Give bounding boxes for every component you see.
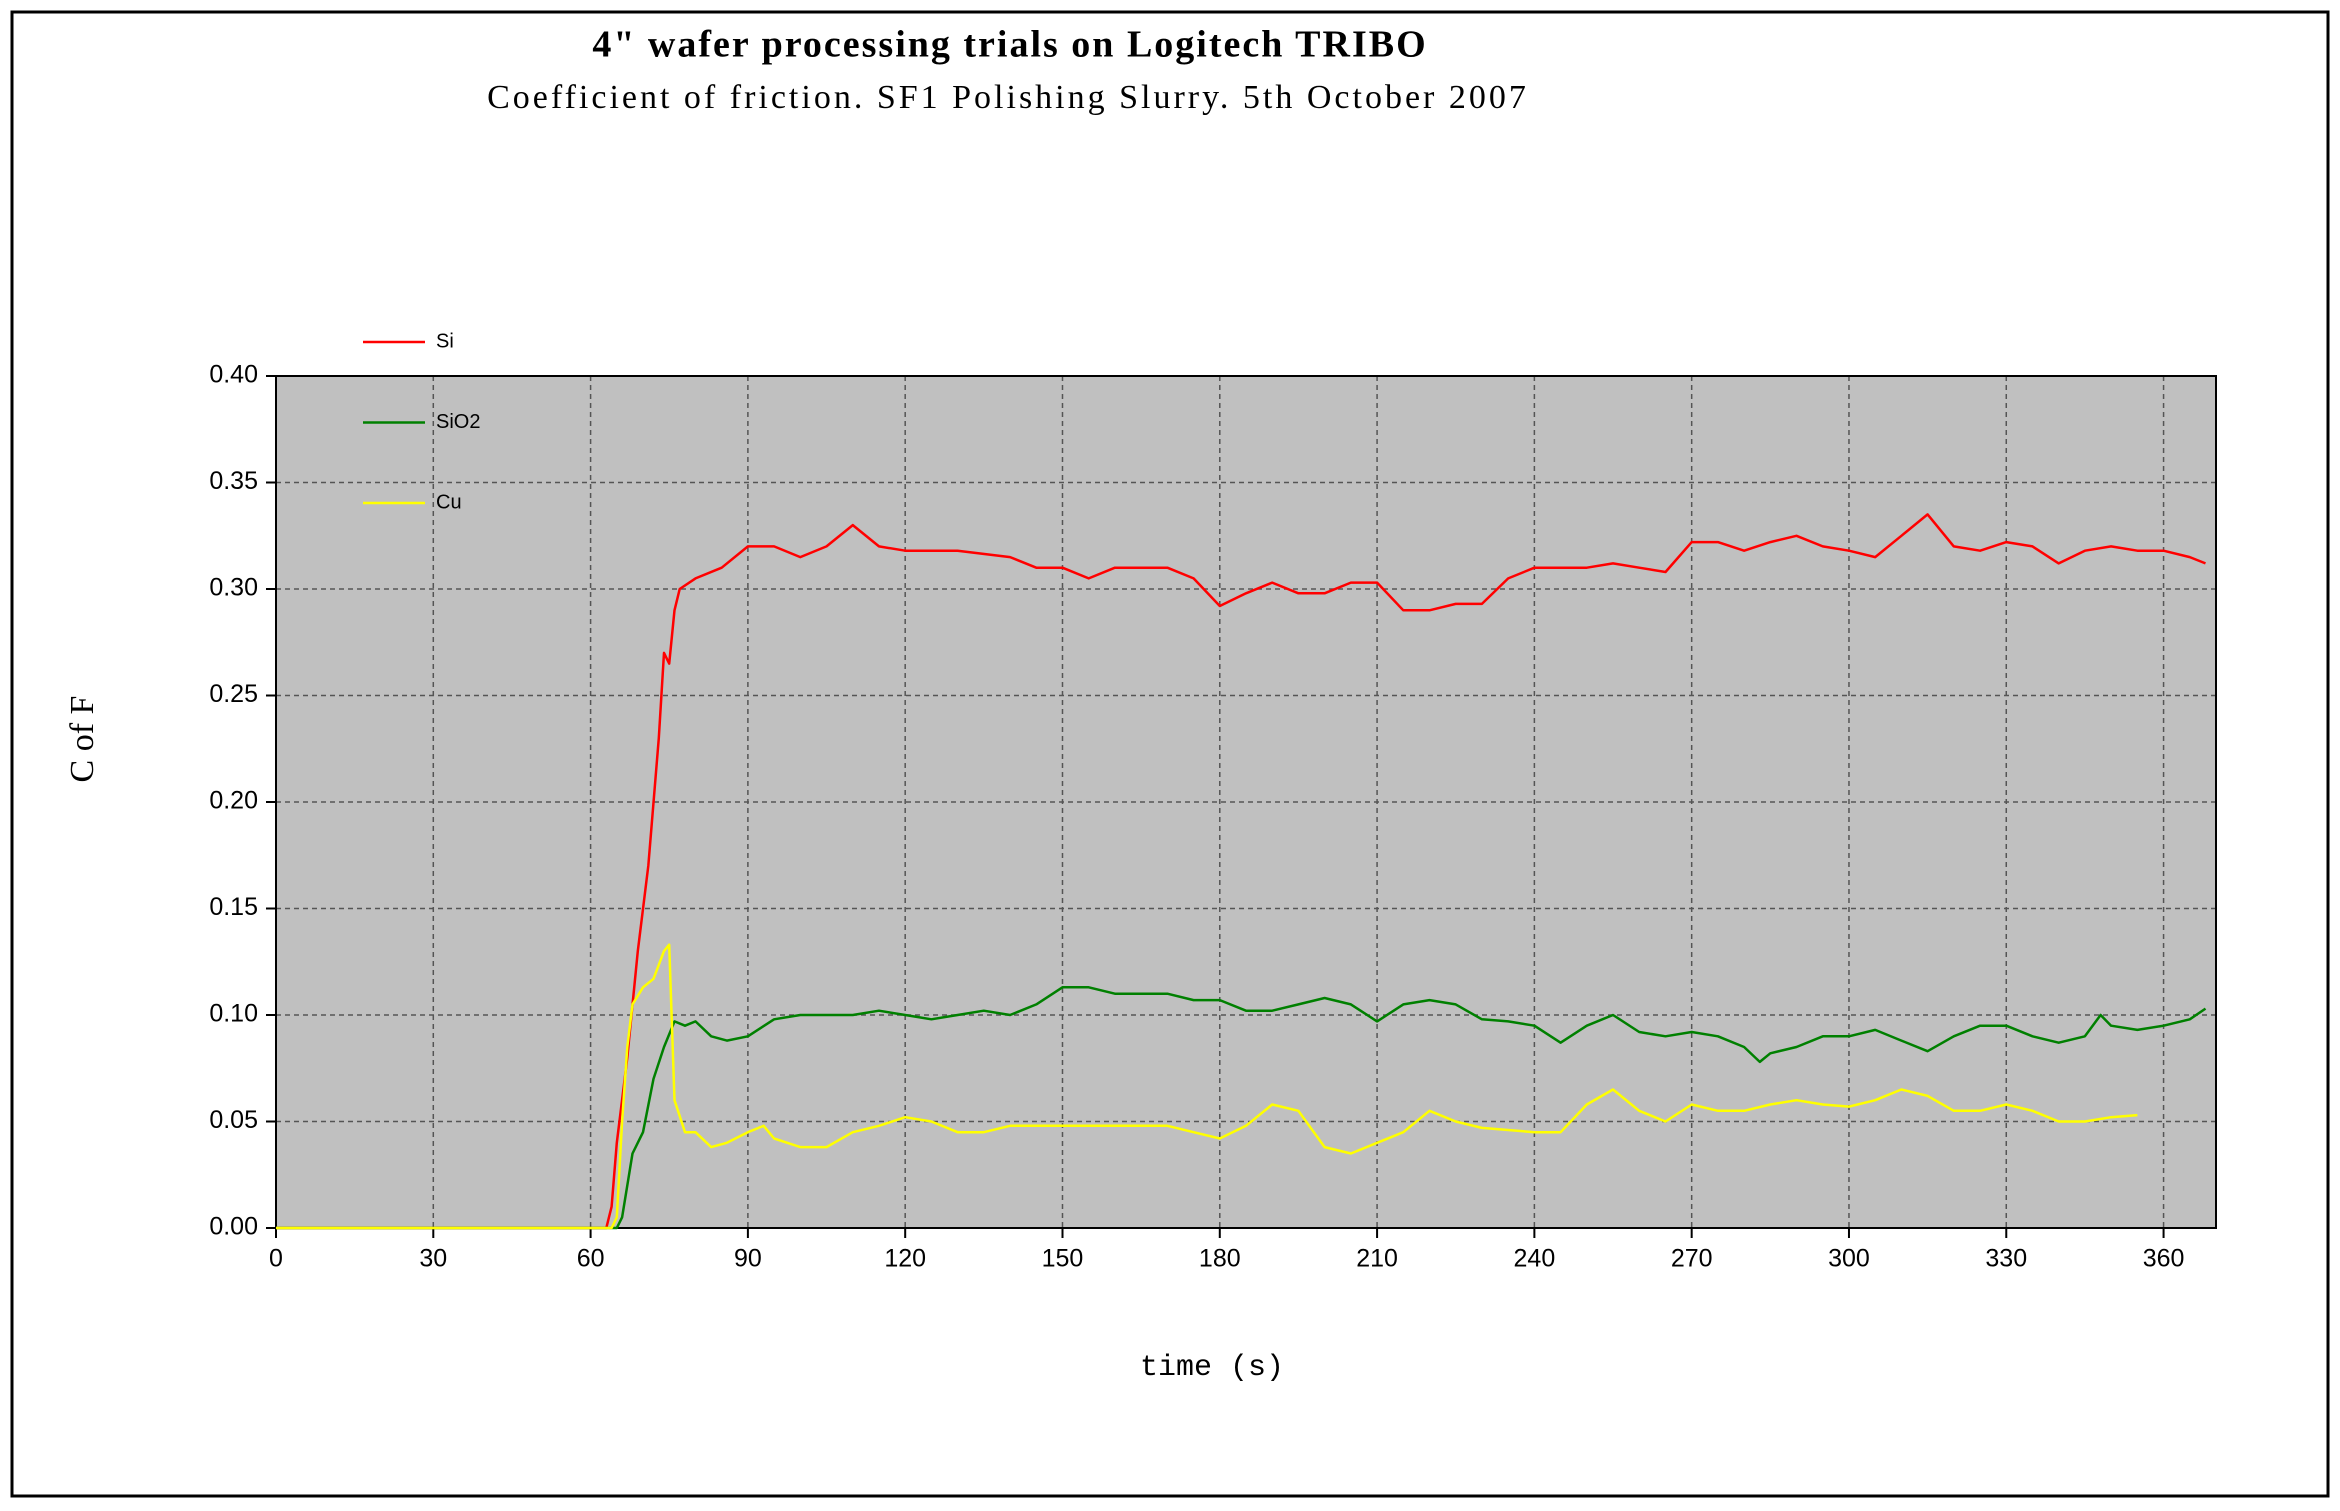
y-tick-label: 0.00 [209,1213,258,1241]
plot-border [275,375,2217,1229]
y-tick-label: 0.25 [209,680,258,708]
x-tick-label: 300 [1828,1245,1870,1273]
x-tick-label: 180 [1199,1245,1241,1273]
y-axis-label: C of F [64,696,101,783]
x-axis-label: time (s) [1140,1351,1284,1385]
x-tick-label: 360 [2143,1245,2185,1273]
data-line [276,943,2138,1230]
x-tick-label: 60 [577,1245,605,1273]
legend-label: Si [436,330,454,352]
chart-subtitle: Coefficient of friction. SF1 Polishing S… [487,79,1529,116]
x-tick-label: 120 [884,1245,926,1273]
x-tick-label: 240 [1514,1245,1556,1273]
chart-title: 4" wafer processing trials on Logitech T… [592,24,1427,66]
plot-area [276,376,2216,1228]
y-tick-label: 0.20 [209,787,258,815]
x-tick-label: 270 [1671,1245,1713,1273]
x-tick-label: 30 [419,1245,447,1273]
x-tick-label: 210 [1356,1245,1398,1273]
y-tick-label: 0.05 [209,1106,258,1134]
x-tick-label: 150 [1042,1245,1084,1273]
x-tick-label: 0 [269,1245,283,1273]
y-tick-label: 0.30 [209,574,258,602]
y-tick-label: 0.10 [209,1000,258,1028]
legend-label: Cu [436,491,462,513]
y-tick-label: 0.35 [209,467,258,495]
legend-label: SiO2 [436,411,480,433]
x-tick-label: 330 [1985,1245,2027,1273]
x-tick-label: 90 [734,1245,762,1273]
y-tick-label: 0.40 [209,361,258,389]
y-tick-label: 0.15 [209,893,258,921]
data-line [276,513,2206,1230]
data-line [276,986,2207,1230]
